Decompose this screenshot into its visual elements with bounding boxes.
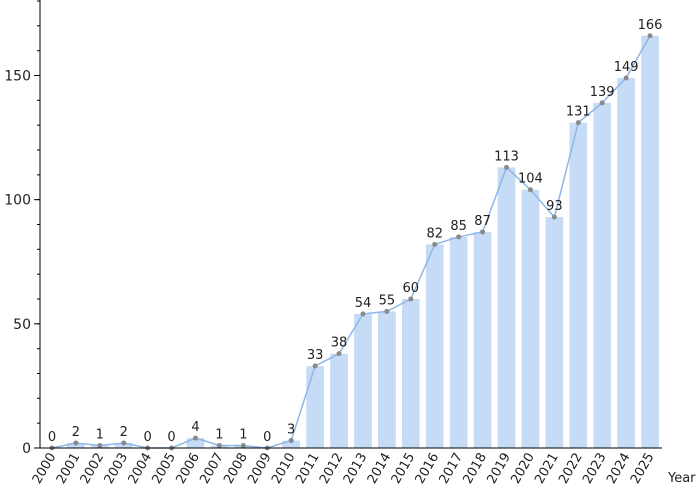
value-label: 33	[307, 348, 324, 363]
x-tick-label: 2009	[245, 451, 275, 487]
value-label: 149	[614, 60, 639, 75]
value-label: 85	[450, 219, 467, 234]
x-tick-label: 2023	[580, 451, 610, 487]
point	[312, 363, 318, 369]
y-tick-label: 100	[4, 193, 31, 209]
point	[240, 443, 246, 449]
x-tick-label: 2006	[173, 451, 203, 487]
value-label: 0	[48, 430, 56, 445]
value-label: 0	[144, 430, 152, 445]
y-tick-label: 150	[4, 69, 31, 85]
x-tick-label: 2022	[556, 451, 586, 487]
bar	[473, 231, 492, 448]
point	[527, 187, 533, 193]
x-tick-label: 2014	[365, 451, 395, 487]
point	[551, 214, 557, 220]
value-label: 1	[239, 428, 247, 443]
x-tick-label: 2005	[150, 451, 180, 487]
point	[575, 120, 581, 126]
bar	[617, 77, 635, 448]
point	[193, 435, 198, 441]
x-tick-label: 2008	[221, 451, 251, 487]
point	[216, 443, 222, 449]
bar	[425, 244, 444, 448]
x-tick-label: 2003	[102, 451, 132, 487]
value-label: 87	[474, 214, 491, 229]
bar	[593, 102, 612, 449]
value-label: 38	[331, 336, 348, 351]
point	[360, 311, 366, 317]
point	[504, 164, 509, 170]
bar	[521, 189, 540, 448]
point	[432, 241, 438, 247]
point	[408, 296, 414, 302]
bar	[449, 236, 468, 448]
value-label: 131	[566, 105, 591, 120]
bar	[378, 311, 396, 448]
value-label: 82	[426, 226, 443, 241]
point	[97, 443, 103, 449]
x-tick-label: 2020	[508, 451, 538, 487]
value-label: 1	[215, 428, 223, 443]
x-tick-label: 2018	[461, 450, 491, 486]
value-label: 2	[120, 425, 128, 440]
x-tick-label: 2011	[293, 451, 323, 487]
point	[647, 33, 653, 39]
value-label: 55	[379, 293, 396, 308]
value-label: 4	[191, 420, 199, 435]
bar	[330, 353, 348, 448]
x-tick-label: 2019	[484, 451, 514, 487]
value-label: 93	[546, 199, 563, 214]
bar	[497, 167, 516, 448]
point	[456, 234, 462, 240]
value-label: 139	[590, 85, 615, 100]
y-tick-label: 0	[22, 441, 31, 457]
bar	[186, 438, 205, 448]
bar	[569, 122, 588, 448]
point	[73, 440, 79, 446]
value-label: 2	[72, 425, 80, 440]
point	[384, 308, 390, 314]
y-tick-label: 50	[13, 317, 31, 333]
value-label: 60	[403, 281, 420, 296]
point	[599, 100, 605, 106]
bar	[282, 440, 301, 448]
value-label: 54	[355, 296, 372, 311]
x-tick-label: 2024	[604, 451, 634, 487]
value-label: 0	[263, 430, 271, 445]
value-label: 3	[287, 423, 295, 438]
point	[288, 438, 294, 444]
x-tick-label: 2004	[126, 451, 156, 487]
point	[336, 351, 342, 357]
x-tick-label: 2021	[532, 451, 562, 487]
point	[121, 440, 127, 446]
bar	[641, 35, 659, 449]
x-tick-label: 2017	[437, 451, 467, 487]
value-label: 0	[167, 430, 175, 445]
bar	[545, 217, 564, 448]
point	[623, 75, 629, 81]
bar	[354, 313, 372, 448]
x-tick-label: 2015	[389, 451, 419, 487]
x-tick-label: 2001	[54, 451, 84, 487]
bar	[401, 299, 420, 448]
x-tick-label: 2013	[341, 451, 371, 487]
x-tick-label: 2002	[78, 451, 108, 487]
value-label: 1	[96, 428, 104, 443]
value-label: 113	[494, 149, 519, 164]
x-tick-label: 2007	[197, 451, 227, 487]
value-label: 166	[638, 18, 663, 33]
x-tick-label: 2025	[628, 451, 658, 487]
x-tick-label: 2010	[269, 451, 299, 487]
value-label: 104	[518, 172, 543, 187]
point	[480, 229, 486, 235]
x-tick-label: 2016	[413, 451, 443, 487]
bar	[306, 366, 324, 448]
x-tick-label: 2012	[317, 451, 347, 487]
x-axis-label: Year	[667, 471, 696, 486]
x-tick-label: 2000	[30, 451, 60, 487]
